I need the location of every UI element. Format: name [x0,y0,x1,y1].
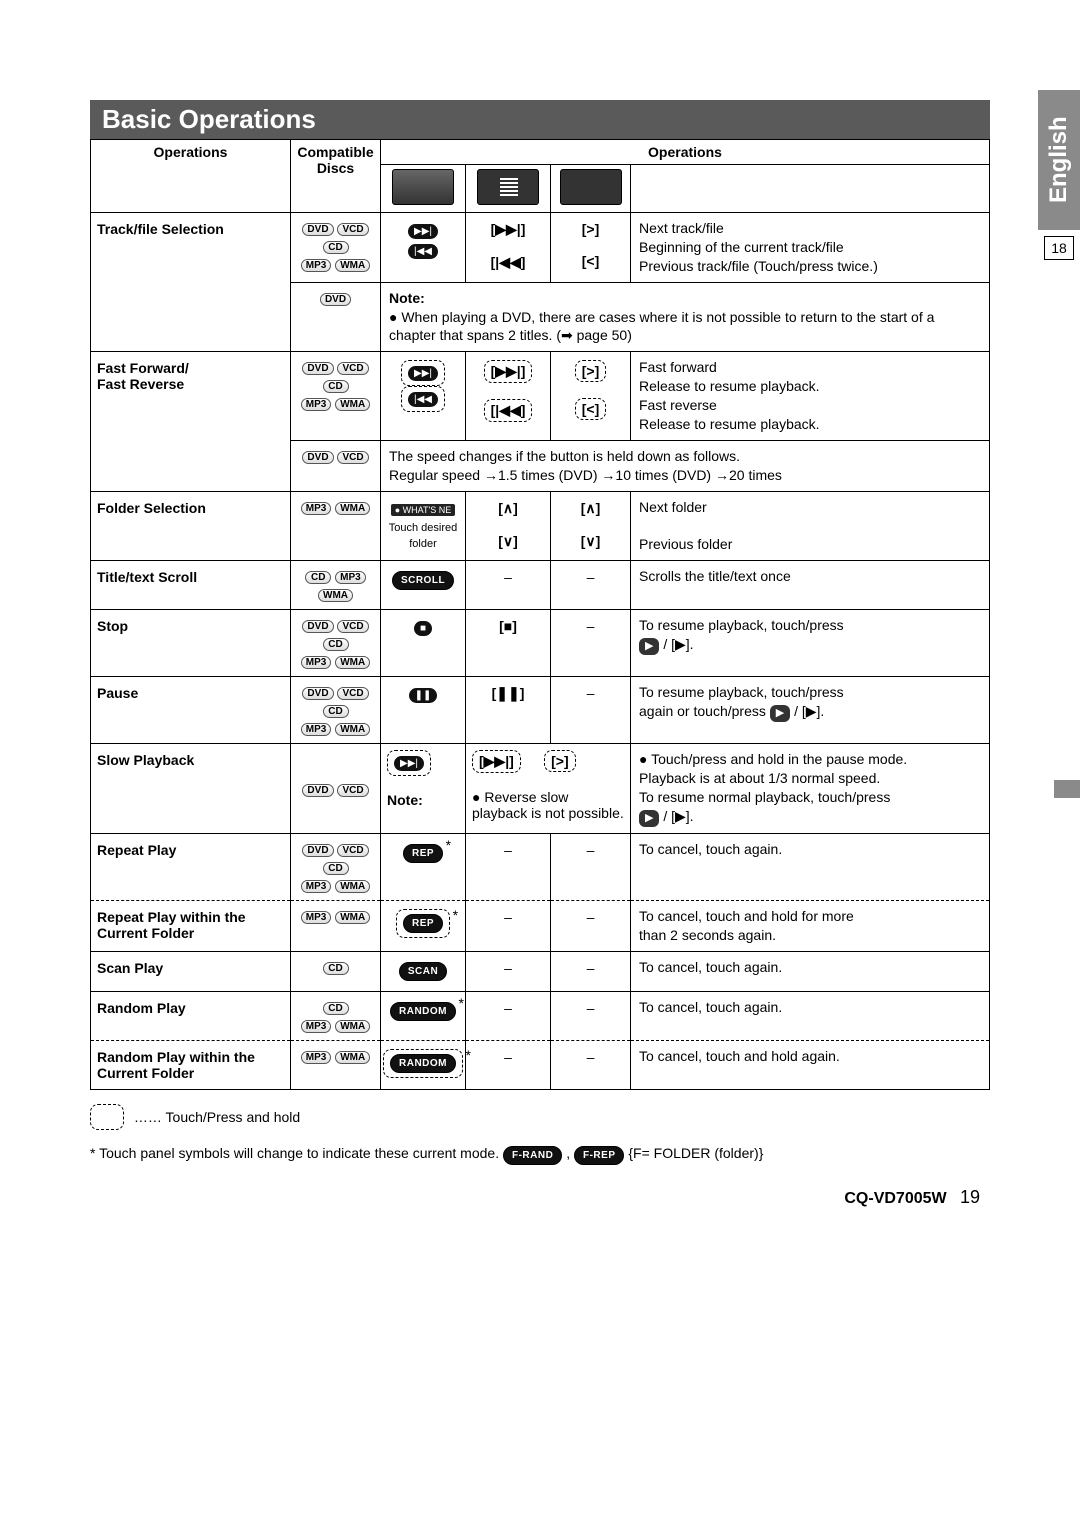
op-rep-folder: Repeat Play within the Current Folder [91,900,291,951]
c2-pause: [❚❚] [466,677,551,744]
desc-ff: Fast forward Release to resume playback.… [631,352,990,441]
discs-scan: CD [291,951,381,991]
op-scroll: Title/text Scroll [91,561,291,610]
c2-folder: [∧] [∨] [466,491,551,561]
operations-table: Operations Compatible Discs Operations T… [90,139,990,1090]
section-title: Basic Operations [90,100,990,139]
discs-slow: DVD VCD [291,744,381,834]
discs-ff: DVD VCD CD MP3 WMA [291,352,381,441]
op-pause: Pause [91,677,291,744]
row-pause: Pause DVD VCD CD MP3 WMA ❚❚ [❚❚] – To re… [91,677,990,744]
c2-ff: [▶▶|] [|◀◀] [466,352,551,441]
row-repeat-folder: Repeat Play within the Current Folder MP… [91,900,990,951]
desc-scan: To cancel, touch again. [631,951,990,991]
header-operations-span: Operations [381,140,990,165]
discs-track-sel: DVD VCD CD MP3 WMA [291,213,381,283]
desc-rep: To cancel, touch again. [631,833,990,900]
c3-ff: [>] [<] [551,352,631,441]
desc-rand-folder: To cancel, touch and hold again. [631,1040,990,1089]
header-discs: Compatible Discs [291,140,381,213]
op-rand: Random Play [91,991,291,1040]
c3-folder: [∧] [∨] [551,491,631,561]
desc-scroll: Scrolls the title/text once [631,561,990,610]
discs-ff-speed: DVD VCD [291,440,381,491]
touch-rand: RANDOM* [381,991,466,1040]
discs-folder: MP3 WMA [291,491,381,561]
op-rand-folder: Random Play within the Current Folder [91,1040,291,1089]
c2c3-slow: [▶▶|] [>] ● Reverse slow playback is not… [466,744,631,834]
touch-rand-folder: RANDOM* [381,1040,466,1089]
op-folder: Folder Selection [91,491,291,561]
discs-pause: DVD VCD CD MP3 WMA [291,677,381,744]
row-random: Random Play CD MP3 WMA RANDOM* – – To ca… [91,991,990,1040]
row-scan: Scan Play CD SCAN – – To cancel, touch a… [91,951,990,991]
header-grid-icon [466,165,551,213]
c2-stop: [■] [466,610,551,677]
discs-stop: DVD VCD CD MP3 WMA [291,610,381,677]
touch-pause: ❚❚ [381,677,466,744]
discs-rep-folder: MP3 WMA [291,900,381,951]
prev-track-icon: |◀◀ [408,244,438,259]
op-track-sel: Track/file Selection [91,213,291,352]
footnote: * Touch panel symbols will change to ind… [90,1144,990,1167]
row-slow: Slow Playback DVD VCD ▶▶| Note: [▶▶|] [>… [91,744,990,834]
discs-rep: DVD VCD CD MP3 WMA [291,833,381,900]
header-desc [631,165,990,213]
pause-icon: ❚❚ [409,688,438,703]
touch-folder: ● WHAT'S NE Touch desired folder [381,491,466,561]
note-track: Note: ● When playing a DVD, there are ca… [381,282,990,352]
desc-rep-folder: To cancel, touch and hold for more than … [631,900,990,951]
touch-ff: ▶▶| |◀◀ [381,352,466,441]
op-scan: Scan Play [91,951,291,991]
touch-slow: ▶▶| Note: [381,744,466,834]
header-remote-icon [551,165,631,213]
discs-rand-folder: MP3 WMA [291,1040,381,1089]
row-scroll: Title/text Scroll CD MP3 WMA SCROLL – – … [91,561,990,610]
desc-folder: Next folder Previous folder [631,491,990,561]
c2-track: [▶▶|] [|◀◀] [466,213,551,283]
header-operations: Operations [91,140,291,213]
row-track-selection: Track/file Selection DVD VCD CD MP3 WMA … [91,213,990,283]
row-random-folder: Random Play within the Current Folder MP… [91,1040,990,1089]
op-stop: Stop [91,610,291,677]
touch-scan: SCAN [381,951,466,991]
discs-track-note: DVD [291,282,381,352]
hold-legend: …… Touch/Press and hold [90,1104,990,1130]
desc-stop: To resume playback, touch/press ▶ / [▶]. [631,610,990,677]
stop-icon: ■ [414,621,432,636]
header-touch-icon [381,165,466,213]
touch-rep-folder: REP* [381,900,466,951]
touch-rep: REP* [381,833,466,900]
row-ff-fr: Fast Forward/ Fast Reverse DVD VCD CD MP… [91,352,990,441]
next-track-icon: ▶▶| [408,224,438,239]
desc-rand: To cancel, touch again. [631,991,990,1040]
row-repeat: Repeat Play DVD VCD CD MP3 WMA REP* – – … [91,833,990,900]
desc-slow: ● Touch/press and hold in the pause mode… [631,744,990,834]
discs-rand: CD MP3 WMA [291,991,381,1040]
desc-track: Next track/file Beginning of the current… [631,213,990,283]
op-ff-fr: Fast Forward/ Fast Reverse [91,352,291,491]
desc-pause: To resume playback, touch/press again or… [631,677,990,744]
row-folder-sel: Folder Selection MP3 WMA ● WHAT'S NE Tou… [91,491,990,561]
op-slow: Slow Playback [91,744,291,834]
play-icon: ▶ [770,705,790,722]
play-icon: ▶ [639,638,659,655]
op-rep: Repeat Play [91,833,291,900]
row-stop: Stop DVD VCD CD MP3 WMA ■ [■] – To resum… [91,610,990,677]
touch-stop: ■ [381,610,466,677]
touch-scroll: SCROLL [381,561,466,610]
touch-track-next: ▶▶| |◀◀ [381,213,466,283]
play-icon: ▶ [639,810,659,827]
discs-scroll: CD MP3 WMA [291,561,381,610]
desc-ff-speed: The speed changes if the button is held … [381,440,990,491]
footer-model: CQ-VD7005W 19 [90,1187,990,1208]
c3-track: [>] [<] [551,213,631,283]
